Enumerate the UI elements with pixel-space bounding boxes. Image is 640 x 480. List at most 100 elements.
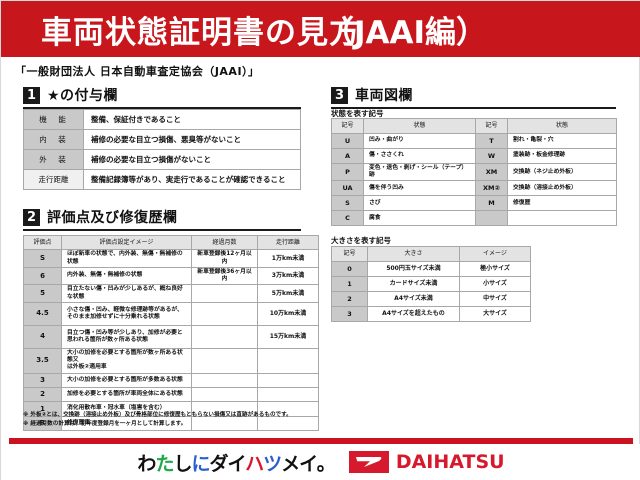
criteria-value: 補修の必要な目立つ損傷がないこと <box>83 149 301 170</box>
note-line: ※ 外板②とは、交換跡（溶接止め外板）及び骨格部位に修復歴もともらない損傷又は直… <box>23 412 292 418</box>
size-description: 500円玉サイズ未満 <box>367 261 460 277</box>
tagline-char: ハ <box>245 452 264 475</box>
tagline-char: わ <box>137 452 156 475</box>
size-image-label: 小サイズ <box>459 276 531 292</box>
table-row: S さび M 修復歴 <box>331 195 617 212</box>
rating-description: 目立つ傷・凹み等が少しあり、加修が必要と 思われる箇所が数ヶ所ある状態 <box>61 324 192 349</box>
size-image-label: 極小サイズ <box>459 261 531 277</box>
mileage-limit <box>257 372 319 388</box>
criteria-label: 内 装 <box>23 129 84 150</box>
section-3-title: 車両図欄 <box>355 88 413 104</box>
col-header-state-left: 状態 <box>363 118 476 134</box>
mileage-limit: 5万km未満 <box>257 284 319 303</box>
col-header-distance: 走行距離 <box>257 234 319 251</box>
tagline-char: ツ <box>263 452 282 475</box>
section-2-title: 評価点及び修復歴欄 <box>47 210 178 226</box>
rating-description: 内外装、無傷・無補修の状態 <box>61 266 192 286</box>
star-criteria-table: 機 能 整備、保証付きであること 内 装 補修の必要な目立つ損傷、悪臭等がないこ… <box>23 109 301 190</box>
elapsed-months <box>191 347 258 374</box>
mileage-limit: 10万km未満 <box>257 301 319 326</box>
daihatsu-d-mark-icon <box>348 451 389 473</box>
section-1-rule <box>23 107 301 109</box>
rating-score: 4.5 <box>23 301 62 326</box>
table-row: 機 能 整備、保証付きであること <box>23 109 301 130</box>
section-3-rule <box>331 107 616 109</box>
table-header-row: 記号 状態 記号 状態 <box>331 118 617 134</box>
symbol-code: A <box>331 148 364 164</box>
association-line: 「一般財団法人 日本自動車査定協会（JAAI）」 <box>15 65 260 78</box>
table-row: 内 装 補修の必要な目立つ損傷、悪臭等がないこと <box>23 129 301 150</box>
criteria-label: 機 能 <box>23 109 84 130</box>
section-2-number: 2 <box>23 208 40 226</box>
tagline-char: イ <box>227 452 247 475</box>
symbol-description: 腐食 <box>363 210 476 227</box>
mileage-limit: 15万km未満 <box>257 324 319 349</box>
tagline-char: に <box>191 452 210 475</box>
symbol-description: 凹み・曲がり <box>363 133 476 149</box>
rating-score: 2 <box>23 386 62 403</box>
symbol-code: U <box>331 133 364 149</box>
brand-wordmark: DAIHATSU <box>395 451 505 473</box>
section-3-header: 3 車両図欄 <box>331 85 616 109</box>
criteria-label: 走行距離 <box>23 169 84 190</box>
table-row: 4.5 小さな傷・凹み、軽微な修理跡等があるが、 そのまま加修せずに十分乗れる状態 1… <box>23 301 319 326</box>
table-row: C 腐食 <box>331 210 617 227</box>
table-row: A 傷・ささくれ W 塗装跡・板金修理跡 <box>331 148 617 164</box>
section-2-rule <box>23 229 301 231</box>
symbol-description: 変色・退色・剥げ・シール（テープ）跡 <box>363 162 476 182</box>
table-row: 4 目立つ傷・凹み等が少しあり、加修が必要と 思われる箇所が数ヶ所ある状態 15万km… <box>23 324 319 349</box>
rating-description: 大小の加修を必要とする箇所が数ヶ所ある状態又 は外板②適用車 <box>61 347 192 374</box>
symbol-code: XM② <box>475 180 508 197</box>
symbol-description: 傷を伴う凹み <box>363 180 476 197</box>
symbol-code: S <box>331 195 364 212</box>
symbol-description: 傷・ささくれ <box>363 148 476 164</box>
daihatsu-logo: DAIHATSU <box>348 451 505 473</box>
symbol-code: T <box>475 133 508 149</box>
brand-tagline: わたしにダイハツメイ。 <box>137 449 336 476</box>
rating-score: 5 <box>23 284 62 303</box>
table-row: 3 大小の加修を必要とする箇所が多数ある状態 <box>23 372 319 388</box>
tagline-char: ダ <box>209 452 228 475</box>
table-row: 3.5 大小の加修を必要とする箇所が数ヶ所ある状態又 は外板②適用車 <box>23 347 319 374</box>
size-image-label: 中サイズ <box>459 291 531 307</box>
elapsed-months <box>191 324 258 349</box>
criteria-value: 整備記録簿等があり、実走行であることが確認できること <box>83 169 301 190</box>
rating-score: 6 <box>23 266 62 286</box>
rating-description: 小さな傷・凹み、軽微な修理跡等があるが、 そのまま加修せずに十分乗れる状態 <box>61 301 192 326</box>
mileage-limit: 3万km未満 <box>257 266 319 286</box>
table-row: 2 加修を必要とする箇所が車両全体にある状態 <box>23 386 319 403</box>
symbol-code: XM <box>475 162 508 182</box>
col-header-image: イメージ <box>459 246 531 262</box>
table-row: 0 500円玉サイズ未満 極小サイズ <box>331 261 531 277</box>
rating-description: 目立たない傷・凹みが少しあるが、概ね良好な状態 <box>61 284 192 303</box>
rating-description: ほぼ新車の状態で、内外装、無傷・無補修の状態 <box>61 249 192 268</box>
criteria-value: 補修の必要な目立つ損傷、悪臭等がないこと <box>83 129 301 150</box>
mileage-limit <box>257 415 319 432</box>
col-header-symbol-right: 記号 <box>475 118 508 134</box>
page-title: 車両状態証明書の見方 <box>41 15 361 51</box>
symbol-description: さび <box>363 195 476 212</box>
table-row: R 修復歴車 <box>23 415 319 432</box>
rating-history-table: 評価点 評価点設定イメージ 経過月数 走行距離 S ほぼ新車の状態で、内外装、無傷… <box>23 234 319 432</box>
elapsed-months: 新車登録後12ヶ月以内 <box>191 249 258 268</box>
table-row: U 凹み・曲がり T 割れ・亀裂・穴 <box>331 133 617 149</box>
rating-score: 3 <box>23 372 62 388</box>
size-code: 0 <box>331 261 368 277</box>
table-row: 1 カードサイズ未満 小サイズ <box>331 276 531 292</box>
col-header-months: 経過月数 <box>191 234 258 251</box>
symbol-code: M <box>475 195 508 212</box>
section-3-number: 3 <box>331 86 348 104</box>
elapsed-months <box>191 301 258 326</box>
tagline-char: 。 <box>316 452 336 475</box>
table-row: 5 目立たない傷・凹みが少しあるが、概ね良好な状態 5万km未満 <box>23 284 319 303</box>
table-row: 2 A4サイズ未満 中サイズ <box>331 291 531 307</box>
table-row: 走行距離 整備記録簿等があり、実走行であることが確認できること <box>23 169 301 190</box>
col-header-symbol-left: 記号 <box>331 118 364 134</box>
size-symbol-table: 記号 大きさ イメージ 0 500円玉サイズ未満 極小サイズ 1 カードサイズ未満 小サイ… <box>331 246 531 322</box>
table-row: 6 内外装、無傷・無補修の状態 新車登録後36ヶ月以内 3万km未満 <box>23 266 319 286</box>
elapsed-months <box>191 284 258 303</box>
table-row: 3 A4サイズを超えたもの 大サイズ <box>331 306 531 322</box>
symbol-code: P <box>331 162 364 182</box>
size-image-label: 大サイズ <box>459 306 531 322</box>
